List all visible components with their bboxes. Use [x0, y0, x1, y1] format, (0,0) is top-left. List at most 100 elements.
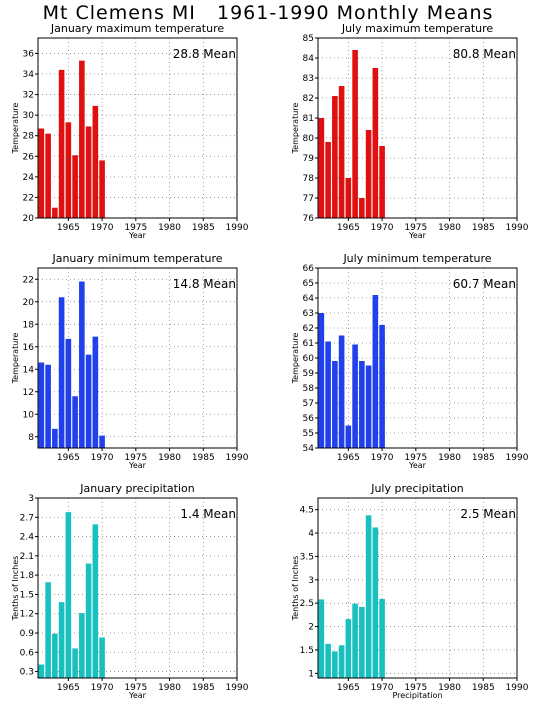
mean-label: 80.8 Mean [453, 47, 516, 61]
bar-1964 [58, 297, 65, 448]
y-axis-label: Temperature [291, 333, 300, 385]
y-tick-label: 28 [23, 132, 35, 142]
y-tick-label: 58 [303, 384, 315, 394]
y-tick-label: 3 [308, 576, 314, 586]
x-tick-label: 1985 [472, 453, 495, 463]
x-axis-label: Year [408, 461, 427, 470]
y-tick-label: 1.8 [20, 571, 35, 581]
bar-1961 [318, 118, 325, 218]
y-tick-label: 1.2 [20, 610, 34, 620]
x-axis-label: Precipitation [392, 691, 442, 700]
bar-1962 [45, 364, 51, 448]
mean-label: 2.5 Mean [460, 507, 516, 521]
x-tick-label: 1965 [57, 683, 80, 693]
x-tick-label: 1975 [124, 223, 147, 233]
y-tick-label: 0.3 [20, 668, 34, 678]
bar-1968 [85, 563, 92, 678]
bar-1967 [79, 613, 85, 678]
chart-title: January precipitation [79, 482, 195, 495]
bar-1970 [379, 598, 385, 678]
bar-1962 [325, 142, 331, 218]
x-tick-label: 1980 [158, 223, 181, 233]
y-tick-label: 34 [23, 70, 35, 80]
bar-1965 [65, 338, 72, 448]
x-tick-label: 1985 [192, 683, 215, 693]
y-tick-label: 56 [303, 414, 315, 424]
bar-1964 [338, 645, 345, 678]
y-axis-label: Temperature [11, 103, 20, 155]
y-tick-label: 62 [303, 324, 314, 334]
bar-1969 [92, 336, 99, 448]
x-axis-label: Year [128, 231, 147, 240]
y-tick-label: 2.5 [300, 599, 314, 609]
y-tick-label: 26 [23, 152, 35, 162]
bar-1970 [99, 160, 105, 218]
bar-1967 [359, 606, 365, 678]
y-tick-label: 4 [308, 529, 314, 539]
x-tick-label: 1980 [158, 453, 181, 463]
x-tick-label: 1985 [192, 453, 215, 463]
bar-1963 [332, 96, 338, 218]
bar-1966 [352, 603, 358, 678]
bar-1965 [65, 122, 72, 218]
x-tick-label: 1980 [158, 683, 181, 693]
y-tick-label: 16 [23, 343, 35, 353]
y-tick-label: 84 [303, 54, 315, 64]
bar-1970 [99, 435, 105, 448]
bar-1969 [92, 524, 99, 678]
x-tick-label: 1975 [124, 453, 147, 463]
y-tick-label: 3.5 [300, 552, 314, 562]
y-tick-label: 59 [303, 369, 315, 379]
x-axis-label: Year [408, 231, 427, 240]
plot-frame [37, 37, 238, 219]
bar-1965 [345, 425, 352, 448]
x-tick-label: 1970 [371, 453, 394, 463]
bar-1961 [38, 128, 45, 218]
bar-1967 [359, 198, 365, 218]
x-tick-label: 1980 [438, 683, 461, 693]
bar-1969 [92, 105, 99, 218]
x-tick-label: 1985 [472, 223, 495, 233]
y-tick-label: 1.5 [20, 590, 34, 600]
chart-title: January minimum temperature [51, 252, 222, 265]
bar-1964 [338, 86, 345, 218]
chart-title: July minimum temperature [342, 252, 491, 265]
bar-1963 [332, 361, 338, 448]
bar-1970 [379, 146, 385, 218]
bar-1969 [372, 295, 379, 448]
y-axis-label: Temperature [291, 103, 300, 155]
bar-1967 [359, 361, 365, 448]
chart-title: July precipitation [370, 482, 464, 495]
y-tick-label: 3 [28, 494, 34, 504]
bar-1968 [365, 130, 372, 218]
y-tick-label: 78 [303, 174, 315, 184]
y-tick-label: 22 [23, 275, 34, 285]
y-tick-label: 24 [23, 173, 35, 183]
y-tick-label: 0.9 [20, 629, 35, 639]
bar-1964 [338, 335, 345, 448]
bar-1962 [325, 341, 331, 448]
bar-1964 [58, 69, 65, 218]
x-tick-label: 1990 [506, 453, 529, 463]
x-tick-label: 1970 [371, 683, 394, 693]
y-tick-label: 77 [303, 194, 314, 204]
bar-1968 [85, 126, 92, 218]
y-tick-label: 22 [23, 193, 34, 203]
y-tick-label: 66 [303, 264, 315, 274]
bar-1965 [65, 512, 72, 678]
bar-1961 [318, 313, 325, 448]
bar-1970 [99, 637, 105, 678]
y-tick-label: 76 [303, 214, 315, 224]
y-tick-label: 63 [303, 309, 314, 319]
x-axis-label: Year [128, 461, 147, 470]
y-tick-label: 79 [303, 154, 315, 164]
y-tick-label: 64 [303, 294, 315, 304]
x-tick-label: 1990 [226, 683, 249, 693]
chart-title: January maximum temperature [50, 22, 224, 35]
bar-1968 [365, 365, 372, 448]
y-tick-label: 83 [303, 74, 314, 84]
bar-1962 [45, 582, 51, 678]
x-tick-label: 1990 [226, 453, 249, 463]
y-tick-label: 2 [308, 623, 314, 633]
plot-frame [317, 37, 518, 219]
